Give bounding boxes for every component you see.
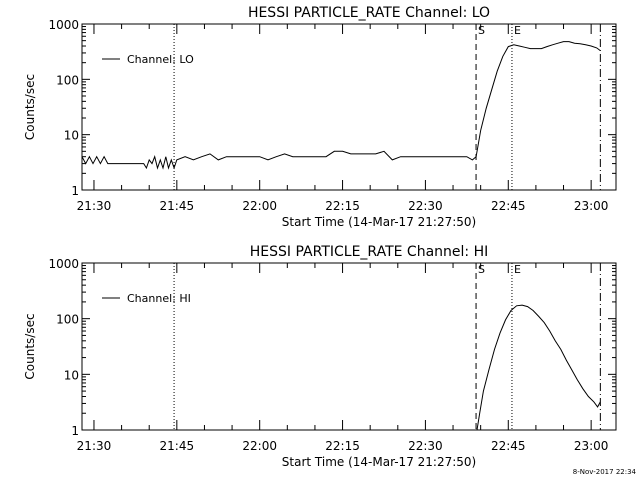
chart-title: HESSI PARTICLE_RATE Channel: LO	[248, 5, 490, 21]
x-axis-label: Start Time (14-Mar-17 21:27:50)	[282, 455, 476, 469]
series-line	[476, 304, 601, 431]
legend: Channel: HI	[102, 292, 191, 305]
y-tick-label: 10	[64, 368, 79, 382]
x-tick-label: 22:45	[491, 199, 526, 213]
y-tick-label: 1	[71, 424, 79, 438]
event-marker-label: E	[514, 24, 521, 37]
x-tick-label: 23:00	[574, 199, 609, 213]
x-tick-label: 22:00	[242, 199, 277, 213]
y-axis-label: Counts/sec	[23, 74, 37, 140]
series-line	[81, 41, 601, 170]
x-axis-label: Start Time (14-Mar-17 21:27:50)	[282, 215, 476, 229]
x-tick-label: 22:45	[491, 439, 526, 453]
x-tick-label: 21:30	[77, 199, 112, 213]
y-tick-label: 10	[64, 129, 79, 143]
event-marker-label: S	[478, 263, 485, 276]
y-tick-label: 1	[71, 184, 79, 198]
x-tick-label: 23:00	[574, 439, 609, 453]
plot-frame	[81, 262, 617, 431]
x-tick-label: 21:45	[160, 199, 195, 213]
x-tick-label: 21:30	[77, 439, 112, 453]
y-tick-label: 100	[56, 313, 79, 327]
chart-panel-hi: HESSI PARTICLE_RATE Channel: HI Counts/se…	[23, 244, 617, 469]
x-tick-label: 22:30	[408, 439, 443, 453]
legend-label: Channel: LO	[127, 53, 194, 66]
footer-timestamp: 8-Nov-2017 22:34	[573, 468, 637, 476]
y-tick-label: 1000	[48, 18, 79, 32]
x-tick-label: 22:30	[408, 199, 443, 213]
x-tick-label: 22:15	[325, 199, 360, 213]
legend: Channel: LO	[102, 53, 194, 66]
plot-frame	[81, 23, 617, 191]
event-marker-label: S	[478, 24, 485, 37]
y-tick-label: 100	[56, 73, 79, 87]
chart-title: HESSI PARTICLE_RATE Channel: HI	[250, 244, 488, 260]
x-tick-label: 21:45	[160, 439, 195, 453]
x-tick-label: 22:15	[325, 439, 360, 453]
chart-panel-lo: HESSI PARTICLE_RATE Channel: LO Counts/se…	[23, 5, 617, 229]
x-tick-label: 22:00	[242, 439, 277, 453]
event-marker-label: E	[514, 263, 521, 276]
y-tick-label: 1000	[48, 257, 79, 271]
y-axis-label: Counts/sec	[23, 313, 37, 379]
legend-label: Channel: HI	[127, 292, 191, 305]
